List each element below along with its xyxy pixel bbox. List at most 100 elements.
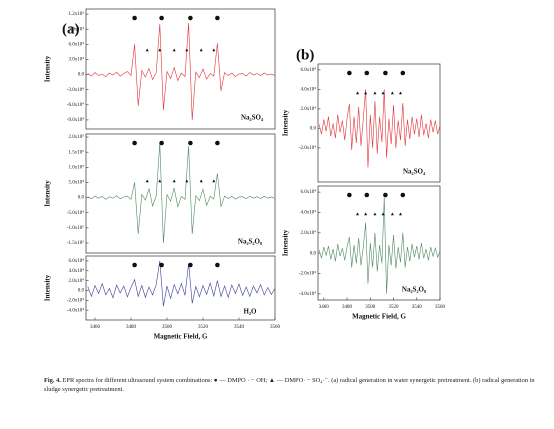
y-tick-label: 2.0x10⁵ bbox=[69, 134, 85, 140]
spectrum bbox=[87, 143, 276, 244]
y-tick-label: -1.0x10⁵ bbox=[67, 225, 84, 231]
y-axis-label: Intensity bbox=[44, 180, 52, 207]
y-tick-label: 0.0 bbox=[78, 289, 85, 294]
y-tick-label: 0.0 bbox=[310, 127, 317, 132]
plot-frame bbox=[85, 255, 276, 321]
dmpo-so4-marker bbox=[364, 212, 368, 216]
sample-label: Na₂SO₄ bbox=[403, 168, 426, 176]
dmpo-oh-marker bbox=[383, 192, 388, 198]
sample-label: Na₂SO₄ bbox=[241, 114, 264, 122]
dmpo-so4-marker bbox=[390, 91, 394, 95]
spectrum bbox=[87, 23, 276, 120]
dmpo-so4-marker bbox=[373, 91, 377, 95]
y-tick-label: 6.0x10⁴ bbox=[301, 67, 317, 73]
spectrum bbox=[318, 89, 441, 168]
y-tick-label: 2.0x10⁴ bbox=[69, 278, 85, 284]
dmpo-so4-marker bbox=[356, 91, 360, 95]
spectrum bbox=[87, 260, 276, 307]
y-tick-label: 1.5x10⁵ bbox=[69, 149, 85, 155]
dmpo-oh-marker bbox=[188, 140, 193, 146]
y-tick-label: -4.0x10⁴ bbox=[67, 307, 84, 313]
y-tick-label: -2.0x10⁴ bbox=[299, 271, 316, 277]
spectrum bbox=[318, 197, 441, 294]
x-tick-label: 3540 bbox=[234, 325, 245, 330]
y-tick-label: -2.0x10⁴ bbox=[299, 145, 316, 151]
y-tick-label: -5.0x10⁴ bbox=[67, 210, 84, 216]
caption-label: Fig. 4. bbox=[44, 377, 61, 384]
dmpo-oh-marker bbox=[364, 192, 370, 198]
y-tick-label: 5.0x10⁴ bbox=[69, 180, 85, 186]
y-tick-label: -2.0x10⁴ bbox=[67, 297, 84, 303]
dmpo-so4-marker bbox=[212, 48, 216, 52]
dmpo-oh-marker bbox=[215, 15, 220, 21]
sample-label: H₂O bbox=[244, 308, 258, 316]
y-axis-label: Intensity bbox=[44, 55, 52, 82]
x-tick-label: 3520 bbox=[198, 325, 209, 330]
x-axis-label: Magnetic Field, G bbox=[352, 313, 406, 321]
y-axis-label: Intensity bbox=[44, 274, 52, 301]
dmpo-oh-marker bbox=[400, 192, 406, 198]
y-tick-label: 6.0x10⁴ bbox=[301, 189, 317, 195]
dmpo-oh-marker bbox=[159, 262, 164, 268]
dmpo-oh-marker bbox=[215, 262, 220, 268]
y-tick-label: 3.0x10⁴ bbox=[69, 57, 85, 63]
y-tick-label: 0.0 bbox=[78, 196, 85, 201]
y-tick-label: 4.0x10⁴ bbox=[69, 268, 85, 274]
y-tick-label: 1.2x10⁵ bbox=[69, 11, 85, 17]
y-tick-label: 2.0x10⁴ bbox=[301, 106, 317, 112]
plot-frame bbox=[317, 185, 441, 301]
panel-label: (a) bbox=[62, 21, 80, 37]
y-tick-label: -3.0x10⁴ bbox=[67, 87, 84, 93]
dmpo-so4-marker bbox=[373, 212, 377, 216]
y-tick-label: 9.0x10⁴ bbox=[69, 26, 85, 32]
x-tick-label: 3540 bbox=[412, 305, 423, 310]
figure: (a) (b) 1.2x10⁵ 9.0x10⁴ 6.0x10⁴ 3.0x10⁴ 0.0 -… bbox=[44, 8, 446, 341]
y-axis-label: Intensity bbox=[282, 109, 290, 136]
y-tick-label: 2.0x10⁴ bbox=[301, 230, 317, 236]
y-tick-label: -6.0x10⁴ bbox=[67, 102, 84, 108]
x-axis-label: Magnetic Field, G bbox=[154, 333, 208, 341]
x-tick-label: 3520 bbox=[389, 305, 400, 310]
dmpo-oh-marker bbox=[400, 70, 406, 76]
dmpo-oh-marker bbox=[159, 140, 164, 146]
x-tick-label: 3480 bbox=[342, 305, 353, 310]
plot-frame bbox=[317, 63, 441, 183]
dmpo-oh-marker bbox=[215, 140, 220, 146]
dmpo-oh-marker bbox=[347, 192, 352, 198]
y-tick-label: 6.0x10⁴ bbox=[69, 41, 85, 47]
dmpo-oh-marker bbox=[347, 70, 352, 76]
dmpo-oh-marker bbox=[188, 15, 193, 21]
dmpo-oh-marker bbox=[188, 262, 193, 268]
x-tick-label: 3500 bbox=[162, 325, 173, 330]
dmpo-so4-marker bbox=[398, 212, 402, 216]
x-tick-label: 3480 bbox=[126, 325, 137, 330]
dmpo-so4-marker bbox=[212, 179, 216, 183]
y-axis-label: Intensity bbox=[282, 229, 290, 256]
dmpo-so4-marker bbox=[199, 179, 203, 183]
y-tick-label: -1.5x10⁵ bbox=[67, 240, 84, 246]
dmpo-so4-marker bbox=[185, 179, 189, 183]
dmpo-so4-marker bbox=[199, 48, 203, 52]
caption: Fig. 4. EPR spectra for different ultras… bbox=[44, 376, 544, 394]
dmpo-oh-marker bbox=[132, 140, 137, 146]
dmpo-so4-marker bbox=[398, 91, 402, 95]
dmpo-oh-marker bbox=[132, 262, 137, 268]
dmpo-so4-marker bbox=[381, 212, 385, 216]
dmpo-so4-marker bbox=[390, 212, 394, 216]
x-tick-label: 3460 bbox=[319, 305, 330, 310]
dmpo-so4-marker bbox=[364, 91, 368, 95]
y-tick-label: -4.0x10⁴ bbox=[299, 291, 316, 297]
y-tick-label: 0.0 bbox=[310, 251, 317, 256]
y-tick-label: 4.0x10⁴ bbox=[301, 86, 317, 92]
y-tick-label: 1.0x10⁵ bbox=[69, 164, 85, 170]
dmpo-oh-marker bbox=[364, 70, 370, 76]
y-tick-label: 0.0 bbox=[78, 73, 85, 78]
panel-label: (b) bbox=[296, 47, 314, 63]
dmpo-so4-marker bbox=[172, 179, 176, 183]
dmpo-so4-marker bbox=[145, 48, 149, 52]
plot-frame bbox=[85, 8, 276, 130]
x-tick-label: 3460 bbox=[90, 325, 101, 330]
dmpo-so4-marker bbox=[381, 91, 385, 95]
y-tick-label: 4.0x10⁴ bbox=[301, 210, 317, 216]
dmpo-so4-marker bbox=[185, 48, 189, 52]
